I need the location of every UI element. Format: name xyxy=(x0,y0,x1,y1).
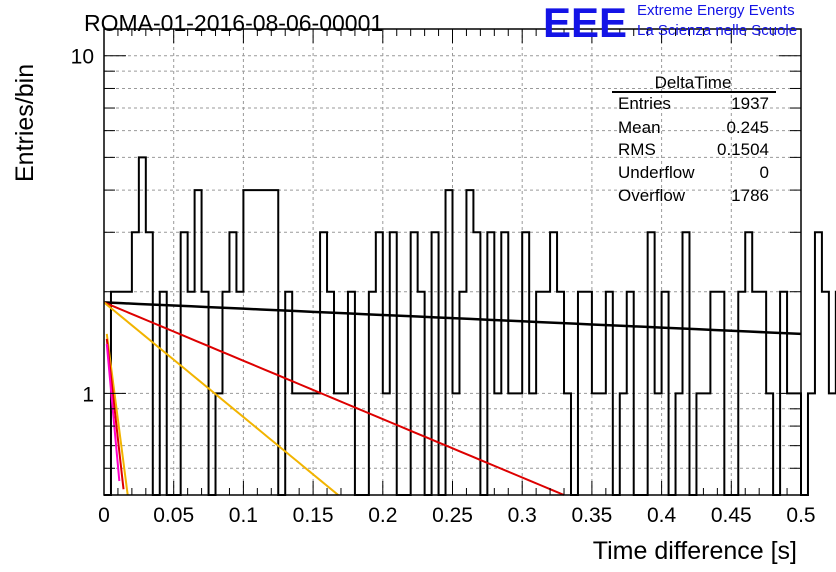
fit-line-red xyxy=(103,301,565,496)
stats-value-underflow: 0 xyxy=(760,163,769,182)
stats-label-rms: RMS xyxy=(618,140,656,159)
x-tick-label: 0.3 xyxy=(508,504,537,527)
fit-curves xyxy=(103,301,802,496)
stats-box: DeltaTime Entries 1937 Mean 0.245 RMS 0.… xyxy=(612,73,776,205)
tick-labels: 0 0.05 0.1 0.15 0.2 0.25 0.3 0.35 0.4 0.45 0.5 1 10 xyxy=(71,46,816,527)
stats-value-rms: 0.1504 xyxy=(717,140,769,159)
fit-line-pink xyxy=(105,343,121,482)
stats-label-overflow: Overflow xyxy=(618,186,686,205)
y-axis-label: Entries/bin xyxy=(11,64,39,182)
stats-value-entries: 1937 xyxy=(731,94,769,113)
brand-line-2: La Scienza nelle Scuole xyxy=(637,22,798,39)
x-tick-label: 0.4 xyxy=(647,504,677,527)
fit-line-black xyxy=(103,301,802,336)
stats-value-mean: 0.245 xyxy=(726,118,769,137)
axis-ticks xyxy=(103,29,802,496)
svg-text:EEE: EEE xyxy=(543,1,627,41)
x-tick-label: 0.05 xyxy=(153,504,194,527)
y-tick-label: 1 xyxy=(82,383,94,406)
fit-line-orange xyxy=(103,301,339,496)
x-tick-label: 0.25 xyxy=(432,504,473,527)
x-tick-label: 0.1 xyxy=(229,504,258,527)
x-tick-label: 0.35 xyxy=(571,504,612,527)
run-title: ROMA-01-2016-08-06-00001 xyxy=(84,10,384,36)
x-axis-label: Time difference [s] xyxy=(593,537,797,565)
histogram-outline xyxy=(104,156,836,496)
stats-value-overflow: 1786 xyxy=(731,186,769,205)
brand-line-1: Extreme Energy Events xyxy=(637,2,795,19)
stats-label-entries: Entries xyxy=(618,94,671,113)
x-tick-label: 0.2 xyxy=(368,504,397,527)
x-tick-label: 0.5 xyxy=(786,504,815,527)
x-tick-label: 0.15 xyxy=(293,504,334,527)
stats-label-mean: Mean xyxy=(618,118,661,137)
fit-line-orange xyxy=(105,333,129,496)
stats-label-underflow: Underflow xyxy=(618,163,695,182)
x-tick-label: 0.45 xyxy=(711,504,752,527)
x-tick-label: 0 xyxy=(98,504,110,527)
eee-logo: EEE xyxy=(543,1,627,41)
histogram-bars xyxy=(104,156,836,496)
y-tick-label: 10 xyxy=(71,46,94,69)
stats-title: DeltaTime xyxy=(655,73,732,92)
